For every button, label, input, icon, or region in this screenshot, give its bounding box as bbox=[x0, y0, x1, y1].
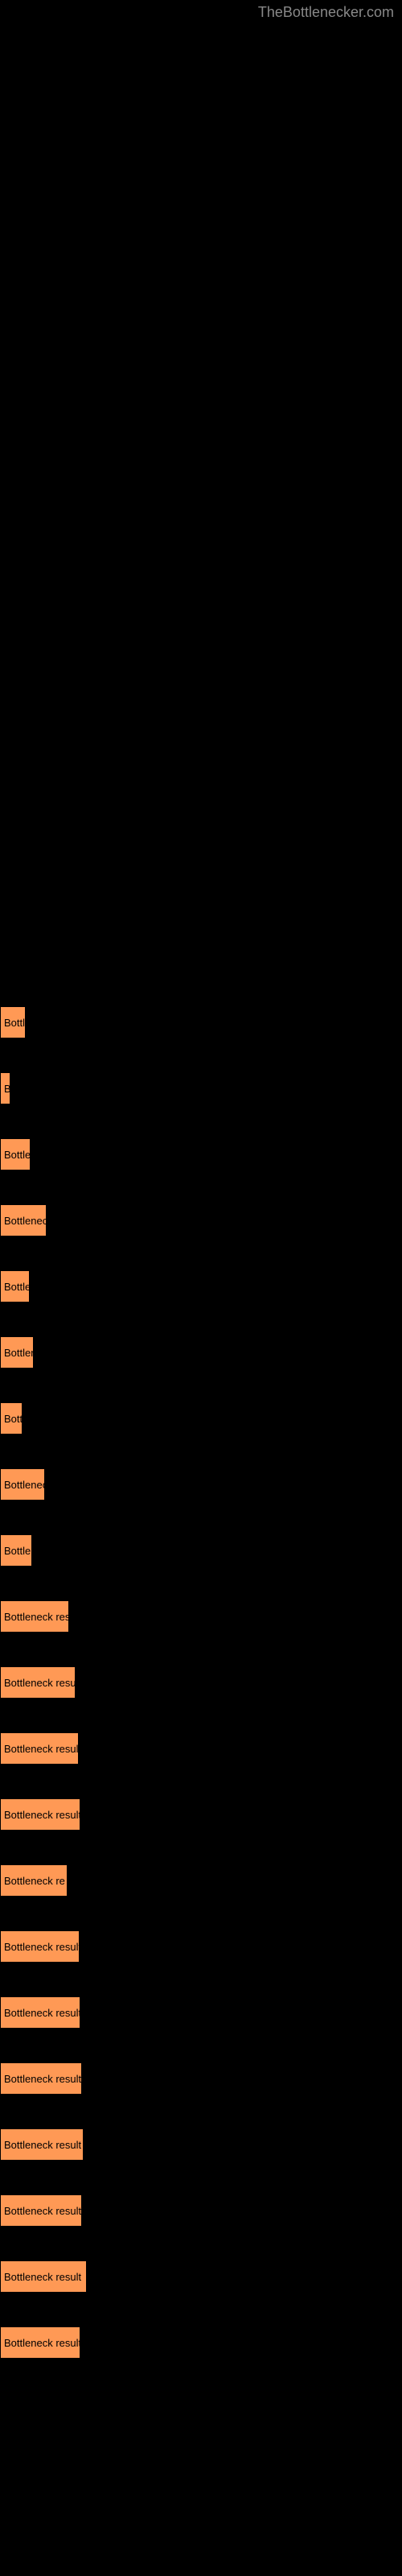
bar-label: B bbox=[4, 1083, 10, 1095]
bar-label: Bottleneck result bbox=[4, 2337, 80, 2349]
chart-bar: Bottleneck result bbox=[0, 2194, 82, 2227]
bar-label: Bottlene bbox=[4, 1347, 33, 1359]
bar-label: Bottleneck resu bbox=[4, 1677, 75, 1689]
chart-bar: Bottlene bbox=[0, 1534, 32, 1567]
bar-row: Bottlene bbox=[0, 1534, 402, 1567]
bar-row: Bottleneck result bbox=[0, 1930, 402, 1963]
bar-label: Bottleneck re bbox=[4, 1875, 65, 1887]
bar-row: B bbox=[0, 1072, 402, 1104]
bar-row: Bottleneck bbox=[0, 1204, 402, 1236]
bar-label: Bottlene bbox=[4, 1545, 31, 1557]
bar-label: Bottleneck result bbox=[4, 1743, 78, 1755]
bar-label: Bottleneck bbox=[4, 1215, 46, 1227]
chart-bar: Bottleneck result bbox=[0, 2062, 82, 2095]
bar-row: Bottleneck result bbox=[0, 2260, 402, 2293]
chart-bar: Bottleneck result bbox=[0, 2128, 84, 2161]
bar-row: Bottlen bbox=[0, 1138, 402, 1170]
chart-bar: B bbox=[0, 1072, 10, 1104]
chart-bar: Bottleneck re bbox=[0, 1864, 68, 1897]
bar-label: Bottlen bbox=[4, 1149, 30, 1161]
bar-label: Bottleneck result bbox=[4, 1809, 80, 1821]
bar-row: Bottleneck bbox=[0, 1468, 402, 1501]
chart-bar: Bottleneck result bbox=[0, 1930, 80, 1963]
chart-bar: Bottleneck bbox=[0, 1204, 47, 1236]
bar-label: Bottleneck result bbox=[4, 2205, 81, 2217]
bar-row: Bottleneck res bbox=[0, 1600, 402, 1633]
bar-row: Bott bbox=[0, 1402, 402, 1435]
bar-label: Bottleneck result bbox=[4, 2073, 81, 2085]
bar-label: Bott bbox=[4, 1413, 22, 1425]
watermark-text: TheBottlenecker.com bbox=[258, 4, 394, 21]
bar-label: Bottleneck result bbox=[4, 2271, 81, 2283]
bar-row: Bottleneck result bbox=[0, 2194, 402, 2227]
bar-row: Bottleneck result bbox=[0, 1798, 402, 1831]
bar-label: Bottleneck result bbox=[4, 1941, 79, 1953]
bar-label: Bottleneck bbox=[4, 1479, 44, 1491]
chart-bar: Bottleneck bbox=[0, 1468, 45, 1501]
bar-label: Bottleneck result bbox=[4, 2139, 81, 2151]
chart-bar: Bottlen bbox=[0, 1138, 31, 1170]
chart-bar: Bottlene bbox=[0, 1336, 34, 1368]
bar-row: Bottle bbox=[0, 1006, 402, 1038]
chart-bar: Bottleneck result bbox=[0, 2326, 80, 2359]
bar-label: Bottleneck res bbox=[4, 1611, 68, 1623]
chart-bar: Bottleneck result bbox=[0, 2260, 87, 2293]
bar-row: Bottleneck result bbox=[0, 2326, 402, 2359]
bar-label: Bottleneck result bbox=[4, 2007, 80, 2019]
chart-bar: Bottleneck result bbox=[0, 1798, 80, 1831]
bar-label: Bottle bbox=[4, 1017, 25, 1029]
chart-bar: Bottle bbox=[0, 1006, 26, 1038]
chart-bar: Bottleneck result bbox=[0, 1732, 79, 1765]
chart-bar: Bott bbox=[0, 1402, 23, 1435]
chart-bar: Bottleneck result bbox=[0, 1996, 80, 2029]
bar-row: Bottleneck result bbox=[0, 1732, 402, 1765]
chart-bar: Bottleneck res bbox=[0, 1600, 69, 1633]
bar-row: Bottleneck resu bbox=[0, 1666, 402, 1699]
bar-row: Bottlene bbox=[0, 1336, 402, 1368]
bar-row: Bottleneck re bbox=[0, 1864, 402, 1897]
bar-row: Bottleneck result bbox=[0, 2062, 402, 2095]
bar-label: Bottler bbox=[4, 1281, 29, 1293]
bar-row: Bottleneck result bbox=[0, 2128, 402, 2161]
chart-bar: Bottler bbox=[0, 1270, 30, 1302]
bar-row: Bottler bbox=[0, 1270, 402, 1302]
chart-container: Bottle B Bottlen Bottleneck Bottler Bottlene B… bbox=[0, 0, 402, 2359]
bar-row: Bottleneck result bbox=[0, 1996, 402, 2029]
chart-bar: Bottleneck resu bbox=[0, 1666, 76, 1699]
